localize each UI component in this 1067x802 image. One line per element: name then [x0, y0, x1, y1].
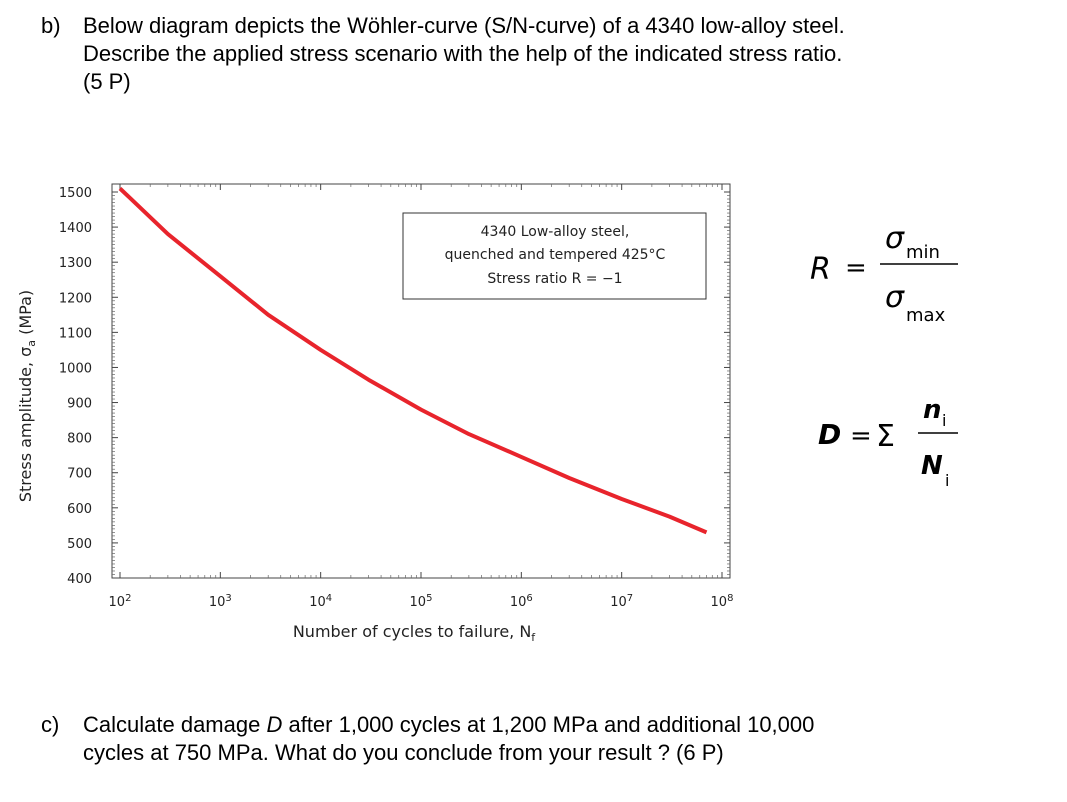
formula-r-num-sigma: σ	[885, 221, 905, 256]
y-tick-label: 500	[67, 537, 92, 552]
y-tick-label: 1100	[59, 326, 92, 341]
x-tick-label: 105	[410, 593, 433, 610]
formula-r-den-sub: max	[906, 305, 946, 326]
x-tick-label: 102	[109, 593, 132, 610]
y-tick-label: 800	[67, 432, 92, 447]
question-c-line-2: cycles at 750 MPa. What do you conclude …	[83, 740, 724, 765]
annotation-box	[402, 212, 707, 300]
y-tick-label: 600	[67, 502, 92, 517]
question-b-line-2: Describe the applied stress scenario wit…	[83, 41, 843, 66]
formula-d-num: n	[923, 395, 942, 425]
question-c-var-d: D	[266, 712, 283, 737]
y-tick-label: 1500	[59, 186, 92, 201]
x-tick-label: 106	[510, 593, 533, 610]
x-tick-labels: 102 103 104 105 106 107 108	[109, 593, 734, 610]
question-c-text: Calculate damage D after 1,000 cycles at…	[83, 711, 814, 767]
y-axis-label-sub: a	[25, 340, 38, 347]
question-b-text: Below diagram depicts the Wöhler-curve (…	[83, 12, 845, 96]
y-tick-label: 400	[67, 572, 92, 587]
series-layer	[118, 187, 708, 535]
question-c-line-1-end: after 1,000 cycles at 1,200 MPa and addi…	[282, 712, 815, 737]
x-axis-label: Number of cycles to failure, Nf	[293, 622, 536, 644]
question-c-line-1: Calculate damage D after 1,000 cycles at…	[83, 711, 814, 739]
annotation-line-3: Stress ratio R = −1	[487, 271, 622, 287]
formula-r-lhs: R	[810, 252, 831, 287]
chart-frame	[111, 183, 731, 579]
annotation-line-2: quenched and tempered 425°C	[445, 247, 666, 263]
formula-d-lhs: D	[818, 418, 841, 451]
formula-r-den-sigma: σ	[885, 280, 905, 315]
y-tick-label: 1200	[59, 291, 92, 306]
x-tick-label: 104	[309, 593, 332, 610]
question-b-line-3: (5 P)	[83, 69, 131, 94]
formula-d-num-sub: i	[942, 411, 946, 430]
question-c-label: c)	[41, 712, 60, 737]
stress-ratio-formula: R = σ min σ max	[810, 221, 958, 326]
formula-r-equals: =	[845, 253, 867, 283]
x-axis-label-text: Number of cycles to failure, N	[293, 622, 531, 641]
x-axis-label-sub: f	[531, 631, 536, 644]
y-tick-labels: 400 500 600 700 800 900 1000 1100 1200 1300 1400 15…	[59, 186, 92, 587]
x-tick-label: 103	[209, 593, 232, 610]
question-c-line-1-start: Calculate damage	[83, 712, 267, 737]
y-tick-label: 1300	[59, 256, 92, 271]
y-axis-label: Stress amplitude, σa (MPa)	[16, 290, 38, 502]
question-b-line-1: Below diagram depicts the Wöhler-curve (…	[83, 13, 845, 38]
question-b-label: b)	[41, 13, 61, 38]
x-tick-label: 108	[711, 593, 734, 610]
y-tick-label: 700	[67, 467, 92, 482]
formula-r-num-sub: min	[906, 242, 940, 263]
formula-d-den-sub: i	[945, 471, 949, 490]
y-axis-label-end: (MPa)	[16, 290, 35, 340]
y-tick-label: 1000	[59, 361, 92, 376]
formula-d-equals: =	[850, 421, 872, 451]
y-tick-label: 900	[67, 397, 92, 412]
y-axis-label-text: Stress amplitude, σ	[16, 347, 35, 502]
damage-formula: D = Σ n i N i	[818, 395, 958, 490]
formula-d-sum: Σ	[876, 419, 895, 454]
formula-d-den: N	[921, 451, 943, 481]
annotation-line-1: 4340 Low-alloy steel,	[481, 224, 630, 240]
x-tick-label: 107	[610, 593, 633, 610]
y-tick-label: 1400	[59, 221, 92, 236]
